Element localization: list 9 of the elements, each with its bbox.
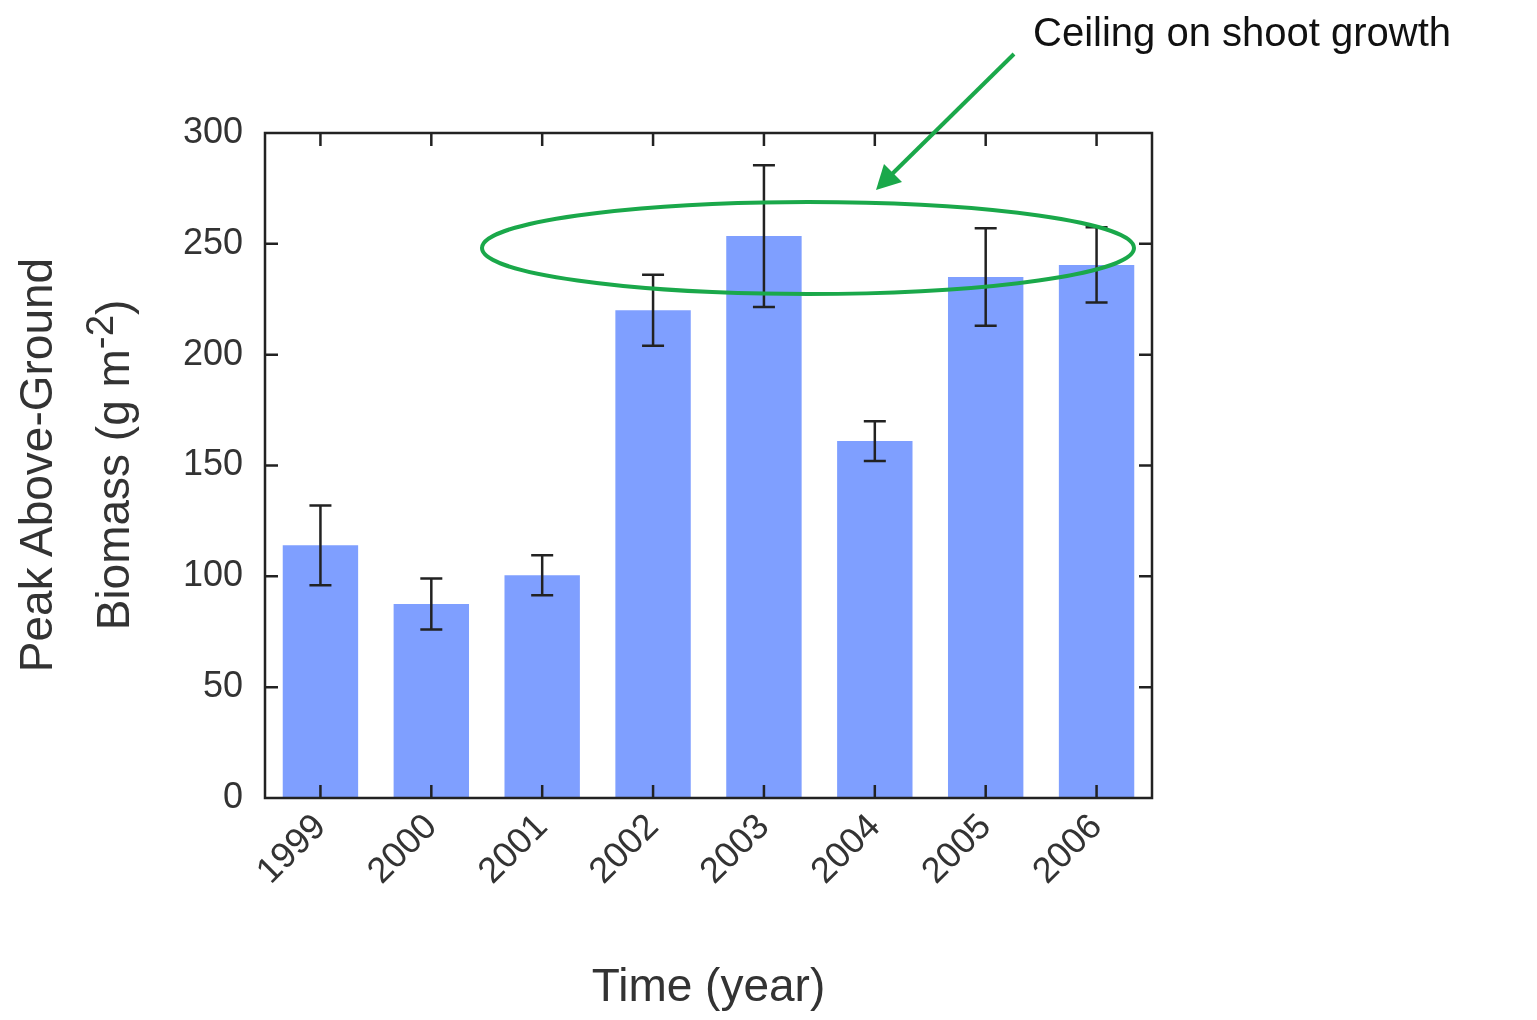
y-tick-label: 0	[222, 774, 243, 816]
y-tick-label: 100	[182, 553, 243, 595]
y-tick-label: 250	[182, 220, 243, 262]
y-tick-label: 200	[182, 331, 243, 373]
x-axis-title: Time (year)	[591, 959, 826, 1012]
y-tick-label: 300	[182, 109, 243, 151]
y-tick-label: 150	[182, 442, 243, 484]
y-tick-label: 50	[202, 664, 243, 706]
text: Ceiling on shoot growth	[1033, 10, 1452, 55]
